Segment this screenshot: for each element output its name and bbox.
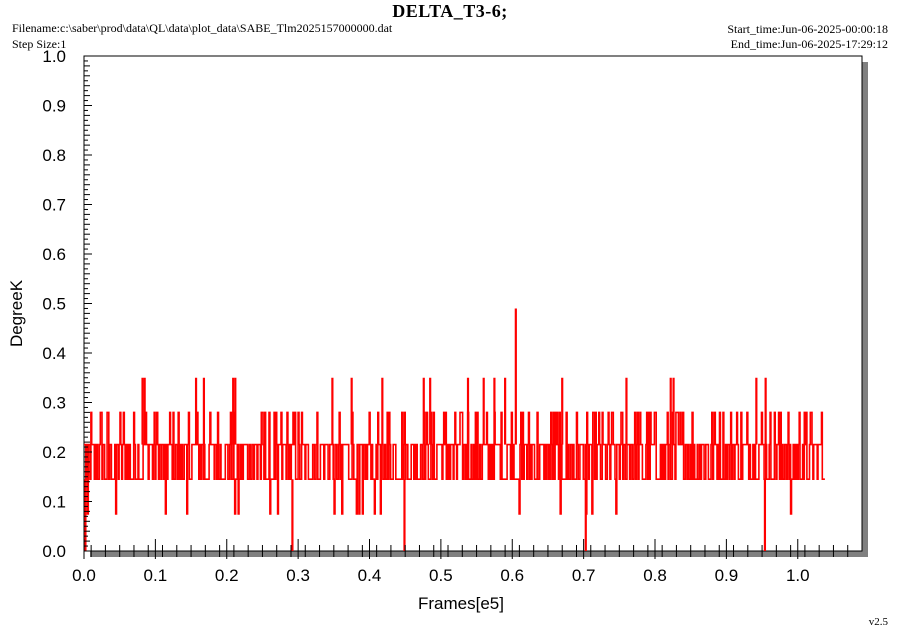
series-line (84, 411, 825, 515)
axis-layer: 0.0 0.1 0.2 0.3 0.4 0.5 0.6 0.7 0.8 0.9 1.0 0.0 0.1 0… (42, 47, 849, 585)
y-tick-label: 1.0 (42, 47, 66, 66)
x-tick-label: 0.9 (715, 566, 739, 585)
y-tick-label: 0.5 (42, 295, 66, 314)
y-tick-label: 0.1 (42, 493, 66, 512)
x-tick-label: 0.3 (286, 566, 310, 585)
y-tick-label: 0.9 (42, 97, 66, 116)
filename-label: Filename:c:\saber\prod\data\QL\data\plot… (12, 21, 393, 35)
x-tick-label: 0.0 (72, 566, 96, 585)
end-time-label: End_time:Jun-06-2025-17:29:12 (730, 37, 888, 51)
y-tick-label: 0.6 (42, 245, 66, 264)
x-tick-label: 1.0 (786, 566, 810, 585)
start-time-label: Start_time:Jun-06-2025-00:00:18 (727, 22, 888, 36)
x-tick-label: 0.4 (358, 566, 382, 585)
x-tick-label: 0.8 (643, 566, 667, 585)
x-tick-label: 0.5 (429, 566, 453, 585)
x-axis-label: Frames[e5] (418, 594, 504, 613)
y-axis-label: DegreeK (7, 279, 26, 347)
y-tick-label: 0.0 (42, 542, 66, 561)
y-tick-label: 0.7 (42, 196, 66, 215)
x-tick-label: 0.1 (144, 566, 168, 585)
x-tick-label: 0.2 (215, 566, 239, 585)
step-size-label: Step Size:1 (12, 37, 67, 51)
chart-title: DELTA_T3-6; (392, 1, 508, 21)
version-label: v2.5 (868, 616, 888, 628)
y-tick-label: 0.8 (42, 146, 66, 165)
x-tick-label: 0.7 (572, 566, 596, 585)
y-tick-label: 0.3 (42, 394, 66, 413)
x-tick-label: 0.6 (500, 566, 524, 585)
y-tick-label: 0.4 (42, 344, 66, 363)
y-tick-label: 0.2 (42, 443, 66, 462)
